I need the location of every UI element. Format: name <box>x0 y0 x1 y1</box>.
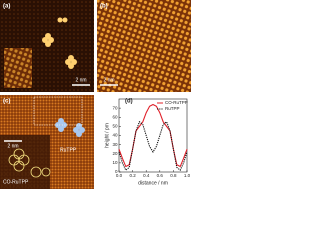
panel-label: (c) <box>3 99 10 105</box>
figure: (a) 2 nm (b) 2 nm (c) RuTPP CO-RuTPP 2 n… <box>0 0 191 189</box>
x-tick-label: 0.8 <box>170 173 177 178</box>
panel-label: (a) <box>3 4 10 10</box>
stm-image <box>97 0 191 92</box>
panel-a: (a) 2 nm <box>0 0 94 92</box>
y-tick-label: 0 <box>115 169 118 174</box>
x-tick-label: 0.4 <box>143 173 150 178</box>
panel-label: (d) <box>125 99 133 105</box>
y-tick-label: 20 <box>112 151 118 156</box>
molecule-label: RuTPP <box>60 147 77 153</box>
scale-text: 2 nm <box>103 77 114 83</box>
x-axis-label: distance / nm <box>138 180 168 186</box>
molecule-label: CO-RuTPP <box>3 179 29 185</box>
outlines <box>8 148 51 178</box>
inset <box>4 48 32 88</box>
scale-text: 2 nm <box>7 143 18 149</box>
x-tick-label: 0.0 <box>116 173 123 178</box>
series-line <box>118 120 188 172</box>
x-tick-label: 0.2 <box>129 173 136 178</box>
legend-label: CO-RuTPP <box>165 100 188 105</box>
panel-c: (c) RuTPP CO-RuTPP 2 nm <box>0 95 94 189</box>
panel-b: (b) 2 nm <box>97 0 191 92</box>
y-tick-label: 40 <box>112 133 118 138</box>
series-line <box>118 103 188 168</box>
y-tick-label: 60 <box>112 114 118 119</box>
x-tick-label: 0.6 <box>157 173 164 178</box>
legend-label: RuTPP <box>165 106 180 111</box>
y-axis-label: height / pm <box>104 123 110 148</box>
scale-text: 2 nm <box>75 77 86 83</box>
y-tick-label: 50 <box>112 124 118 129</box>
panel-label: (b) <box>100 4 108 10</box>
x-tick-label: 1.0 <box>184 173 191 178</box>
page: {"panels": { "a": {"label": "(a)", "scal… <box>0 0 191 189</box>
molecules <box>55 118 85 137</box>
molecules <box>42 17 77 69</box>
y-tick-label: 70 <box>112 105 118 110</box>
inset-texture <box>0 135 50 189</box>
panel-d: (d) 0 10 20 30 40 50 60 70 0.0 0.2 0.4 0.6 0.8 1.0 dis… <box>104 99 190 187</box>
zoom-box <box>33 96 83 126</box>
y-tick-label: 30 <box>112 142 118 147</box>
y-tick-label: 10 <box>112 160 118 165</box>
